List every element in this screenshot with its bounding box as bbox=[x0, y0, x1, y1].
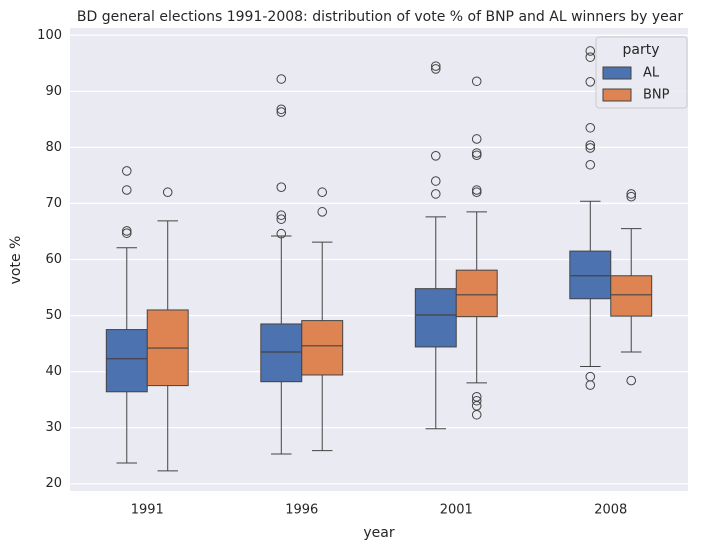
box bbox=[455, 269, 498, 318]
legend-swatch bbox=[602, 66, 632, 80]
x-tick-label: 2008 bbox=[594, 503, 627, 518]
outlier bbox=[430, 64, 441, 74]
outlier bbox=[121, 228, 132, 238]
outlier bbox=[471, 150, 482, 161]
box bbox=[569, 250, 612, 300]
box bbox=[301, 320, 344, 376]
box bbox=[260, 323, 303, 383]
outlier bbox=[585, 143, 596, 153]
x-tick-label: 1996 bbox=[285, 503, 318, 518]
box bbox=[414, 288, 457, 348]
y-tick-label: 20 bbox=[45, 476, 62, 491]
y-tick-label: 90 bbox=[45, 84, 62, 99]
y-tick-label: 100 bbox=[37, 28, 62, 43]
x-tick-label: 1991 bbox=[131, 503, 164, 518]
x-tick-label: 2001 bbox=[440, 503, 473, 518]
outlier bbox=[276, 228, 287, 239]
y-tick-label: 50 bbox=[45, 308, 62, 323]
outlier bbox=[471, 148, 482, 158]
outlier bbox=[162, 187, 173, 198]
outlier bbox=[585, 122, 596, 133]
outlier bbox=[626, 189, 637, 199]
legend-label: AL bbox=[643, 66, 660, 81]
outlier bbox=[471, 395, 482, 406]
outlier bbox=[430, 61, 441, 71]
outlier bbox=[276, 210, 287, 221]
y-tick-label: 30 bbox=[45, 420, 62, 435]
outlier bbox=[121, 185, 132, 195]
outlier bbox=[471, 134, 482, 144]
outlier bbox=[585, 140, 596, 150]
outlier bbox=[430, 151, 441, 161]
outlier bbox=[626, 191, 637, 202]
outlier bbox=[585, 52, 596, 62]
outlier bbox=[276, 214, 287, 224]
outlier bbox=[121, 226, 132, 236]
outlier bbox=[585, 159, 596, 170]
y-tick-label: 70 bbox=[45, 196, 62, 211]
outlier bbox=[430, 189, 441, 199]
legend-label: BNP bbox=[643, 88, 670, 103]
outlier bbox=[430, 176, 441, 186]
legend: party AL BNP bbox=[595, 36, 688, 109]
outlier bbox=[585, 380, 596, 390]
outlier bbox=[317, 187, 328, 198]
y-tick-label: 60 bbox=[45, 252, 62, 267]
legend-swatch bbox=[602, 88, 632, 102]
chart-title: BD general elections 1991-2008: distribu… bbox=[77, 9, 684, 25]
outlier bbox=[471, 76, 482, 87]
y-tick-label: 40 bbox=[45, 364, 62, 379]
outlier bbox=[276, 107, 287, 117]
outlier bbox=[585, 46, 596, 56]
outlier bbox=[471, 185, 482, 195]
outlier bbox=[471, 187, 482, 198]
box bbox=[105, 329, 148, 393]
outlier bbox=[471, 409, 482, 420]
marks bbox=[105, 46, 653, 472]
outlier bbox=[121, 166, 132, 176]
y-tick-label: 80 bbox=[45, 140, 62, 155]
outlier bbox=[585, 77, 596, 87]
outlier bbox=[626, 375, 637, 386]
outlier bbox=[276, 182, 287, 192]
x-axis-label: year bbox=[363, 525, 394, 541]
box bbox=[610, 275, 653, 317]
outlier bbox=[276, 74, 287, 84]
outlier bbox=[276, 104, 287, 115]
y-axis-label: vote % bbox=[8, 236, 24, 285]
outlier bbox=[317, 207, 328, 217]
legend-title: party bbox=[623, 42, 660, 58]
